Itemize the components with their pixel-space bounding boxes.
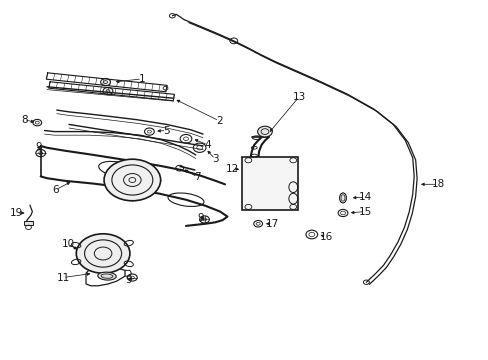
Text: 4: 4 bbox=[204, 140, 211, 150]
Bar bbox=[242, 157, 298, 211]
Text: 15: 15 bbox=[358, 207, 371, 217]
Circle shape bbox=[76, 234, 130, 273]
Text: 8: 8 bbox=[21, 115, 27, 125]
Ellipse shape bbox=[98, 272, 116, 280]
Text: 17: 17 bbox=[265, 219, 279, 229]
Text: 14: 14 bbox=[358, 192, 371, 202]
Text: 16: 16 bbox=[319, 232, 332, 242]
Bar bbox=[24, 221, 33, 225]
Text: 6: 6 bbox=[52, 185, 59, 195]
Text: 12: 12 bbox=[226, 163, 239, 174]
Text: 7: 7 bbox=[194, 172, 201, 182]
Text: 13: 13 bbox=[292, 92, 305, 102]
Text: 5: 5 bbox=[163, 126, 169, 135]
Circle shape bbox=[104, 159, 160, 201]
Text: 18: 18 bbox=[431, 179, 444, 189]
Text: 9: 9 bbox=[125, 275, 132, 285]
Text: 10: 10 bbox=[61, 239, 74, 249]
Circle shape bbox=[257, 126, 272, 137]
Text: 9: 9 bbox=[197, 213, 203, 222]
Ellipse shape bbox=[339, 193, 346, 203]
Text: 19: 19 bbox=[10, 208, 23, 218]
Text: 11: 11 bbox=[57, 273, 70, 283]
Text: 3: 3 bbox=[211, 154, 218, 164]
Text: 2: 2 bbox=[215, 116, 222, 126]
Text: 1: 1 bbox=[139, 74, 145, 84]
Text: 9: 9 bbox=[35, 142, 42, 152]
